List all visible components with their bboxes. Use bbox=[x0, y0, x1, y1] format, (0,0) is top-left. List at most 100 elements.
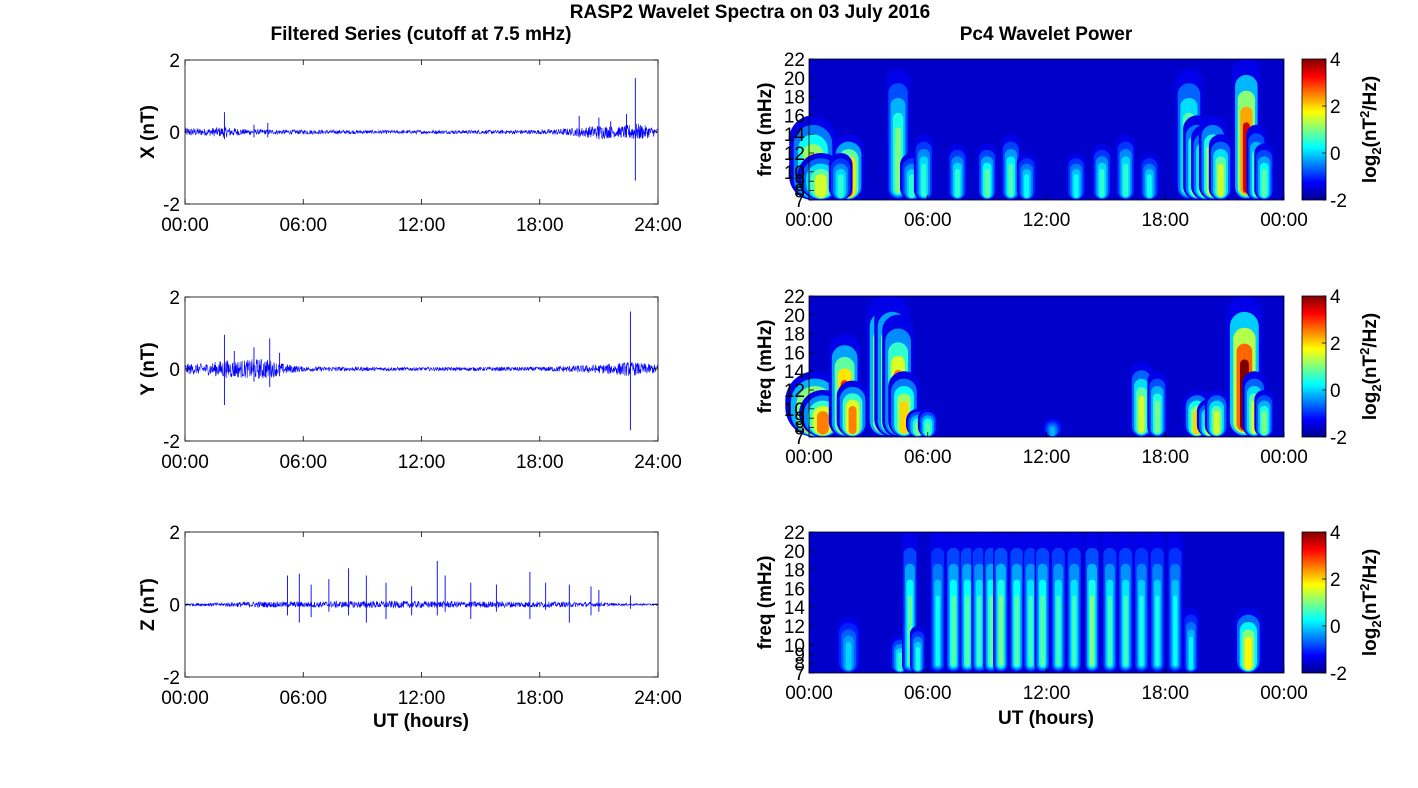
xtick-label: 18:00 bbox=[516, 452, 564, 473]
power-event-23 bbox=[1254, 143, 1275, 200]
timeseries-panel-3: 2 0 -200:00 06:00 12:00 18:00 24:00 Z (nT) bbox=[138, 523, 682, 709]
event-layer bbox=[1073, 174, 1079, 198]
event-layer bbox=[1244, 636, 1252, 670]
colorbar-tick-label: -2 bbox=[1330, 664, 1347, 685]
colorbar-label-part: 2 bbox=[1369, 147, 1384, 154]
colorbar-tick-label: 2 bbox=[1330, 97, 1341, 118]
ytick-label: 2 bbox=[169, 51, 180, 72]
xtick-label: 00:00 bbox=[785, 683, 833, 704]
event-layer bbox=[814, 174, 827, 198]
xtick-label: 12:00 bbox=[1023, 683, 1071, 704]
ytick-label: 14 bbox=[784, 125, 806, 146]
colorbar-label-part: 2 bbox=[1369, 384, 1384, 391]
power-event-19 bbox=[1133, 532, 1150, 673]
power-event-16 bbox=[1084, 532, 1100, 673]
ytick-label: 7 bbox=[794, 664, 805, 685]
ytick-label: 16 bbox=[784, 343, 805, 364]
xtick-label: 24:00 bbox=[634, 452, 682, 473]
power-event-20 bbox=[1149, 532, 1166, 673]
power-event-11 bbox=[1042, 418, 1063, 437]
power-event-7 bbox=[959, 532, 976, 673]
ytick-label: 0 bbox=[169, 360, 180, 381]
event-layer bbox=[1028, 595, 1033, 666]
ytick-label: 8 bbox=[794, 182, 805, 203]
ytick-label: 18 bbox=[784, 561, 805, 582]
event-layer bbox=[1213, 411, 1220, 435]
ytick-label: 16 bbox=[784, 106, 805, 127]
xtick-label: 00:00 bbox=[785, 210, 833, 231]
event-layer bbox=[1139, 595, 1144, 666]
colorbar-label-part: log bbox=[1360, 155, 1381, 184]
event-layer bbox=[1072, 595, 1077, 666]
power-event-13 bbox=[1147, 371, 1168, 437]
event-layer bbox=[935, 595, 940, 666]
colorbar-gradient bbox=[1301, 295, 1327, 438]
colorbar-tick-label: 4 bbox=[1330, 523, 1341, 544]
event-layer bbox=[977, 595, 982, 666]
colorbar-label-part: 2 bbox=[1357, 111, 1372, 118]
event-layer bbox=[1099, 169, 1105, 198]
power-event-13 bbox=[1034, 532, 1051, 673]
colorbar-label: log2(nT2/Hz) bbox=[1357, 549, 1384, 656]
event-layer bbox=[1155, 595, 1160, 666]
y-axis-label: Z (nT) bbox=[138, 578, 159, 631]
ytick-label: 0 bbox=[169, 596, 180, 617]
panels-group: 20-200:00 06:00 12:00 18:00 24:00X (nT)22201… bbox=[138, 50, 1384, 709]
event-layer bbox=[984, 169, 990, 198]
power-event-11 bbox=[1008, 532, 1025, 673]
series-line bbox=[184, 359, 659, 379]
ytick-label: 12 bbox=[784, 381, 805, 402]
xtick-label: 00:00 bbox=[1260, 683, 1308, 704]
event-layer bbox=[925, 421, 931, 436]
xtick-label: 24:00 bbox=[634, 215, 682, 236]
power-event-16 bbox=[1204, 390, 1229, 437]
figure-suptitle: RASP2 Wavelet Spectra on 03 July 2016 bbox=[570, 2, 930, 23]
xtick-label: 00:00 bbox=[1260, 447, 1308, 468]
event-layer bbox=[1261, 169, 1267, 198]
colorbar-label: log2(nT2/Hz) bbox=[1357, 313, 1384, 420]
power-event-13 bbox=[1092, 143, 1112, 200]
ytick-label: 18 bbox=[784, 325, 805, 346]
colorbar-label-part: (nT bbox=[1360, 355, 1381, 385]
ytick-label: 10 bbox=[784, 163, 805, 184]
colorbar-label-part: (nT bbox=[1360, 118, 1381, 148]
colorbar-label-part: 2 bbox=[1357, 584, 1372, 591]
event-layer bbox=[1014, 595, 1019, 666]
power-event-9 bbox=[977, 143, 997, 200]
power-event-1 bbox=[836, 616, 861, 673]
ytick-label: 22 bbox=[784, 523, 805, 544]
ytick-label: 9 bbox=[794, 645, 805, 666]
event-layer bbox=[908, 174, 915, 198]
event-layer bbox=[1090, 595, 1094, 666]
xtick-label: 00:00 bbox=[1260, 210, 1308, 231]
colorbar-label-part: /Hz) bbox=[1360, 549, 1381, 584]
event-layer bbox=[921, 163, 927, 197]
event-layer bbox=[1138, 395, 1145, 434]
colorbar-label: log2(nT2/Hz) bbox=[1357, 76, 1384, 183]
ytick-label: 18 bbox=[784, 88, 805, 109]
xtick-label: 12:00 bbox=[398, 688, 446, 709]
ytick-label: 8 bbox=[794, 655, 805, 676]
power-event-15 bbox=[1066, 532, 1083, 673]
event-layer bbox=[816, 411, 829, 435]
colorbar-label-part: log bbox=[1360, 392, 1381, 421]
xtick-label: 00:00 bbox=[161, 452, 209, 473]
event-layer bbox=[1123, 595, 1128, 666]
power-event-12 bbox=[1066, 153, 1087, 200]
ytick-label: 7 bbox=[794, 428, 805, 449]
event-layer bbox=[915, 647, 920, 671]
power-event-10 bbox=[1001, 134, 1021, 200]
ytick-label: 22 bbox=[784, 287, 805, 308]
left-column-title: Filtered Series (cutoff at 7.5 mHz) bbox=[271, 24, 572, 45]
ytick-label: 2 bbox=[169, 523, 180, 544]
colorbar-label-part: /Hz) bbox=[1360, 76, 1381, 111]
colorbar-label-part: /Hz) bbox=[1360, 313, 1381, 348]
ytick-label: 20 bbox=[784, 69, 805, 90]
ytick-label: -2 bbox=[163, 432, 180, 453]
power-event-10 bbox=[993, 532, 1009, 673]
colorbar-gradient bbox=[1301, 58, 1327, 201]
